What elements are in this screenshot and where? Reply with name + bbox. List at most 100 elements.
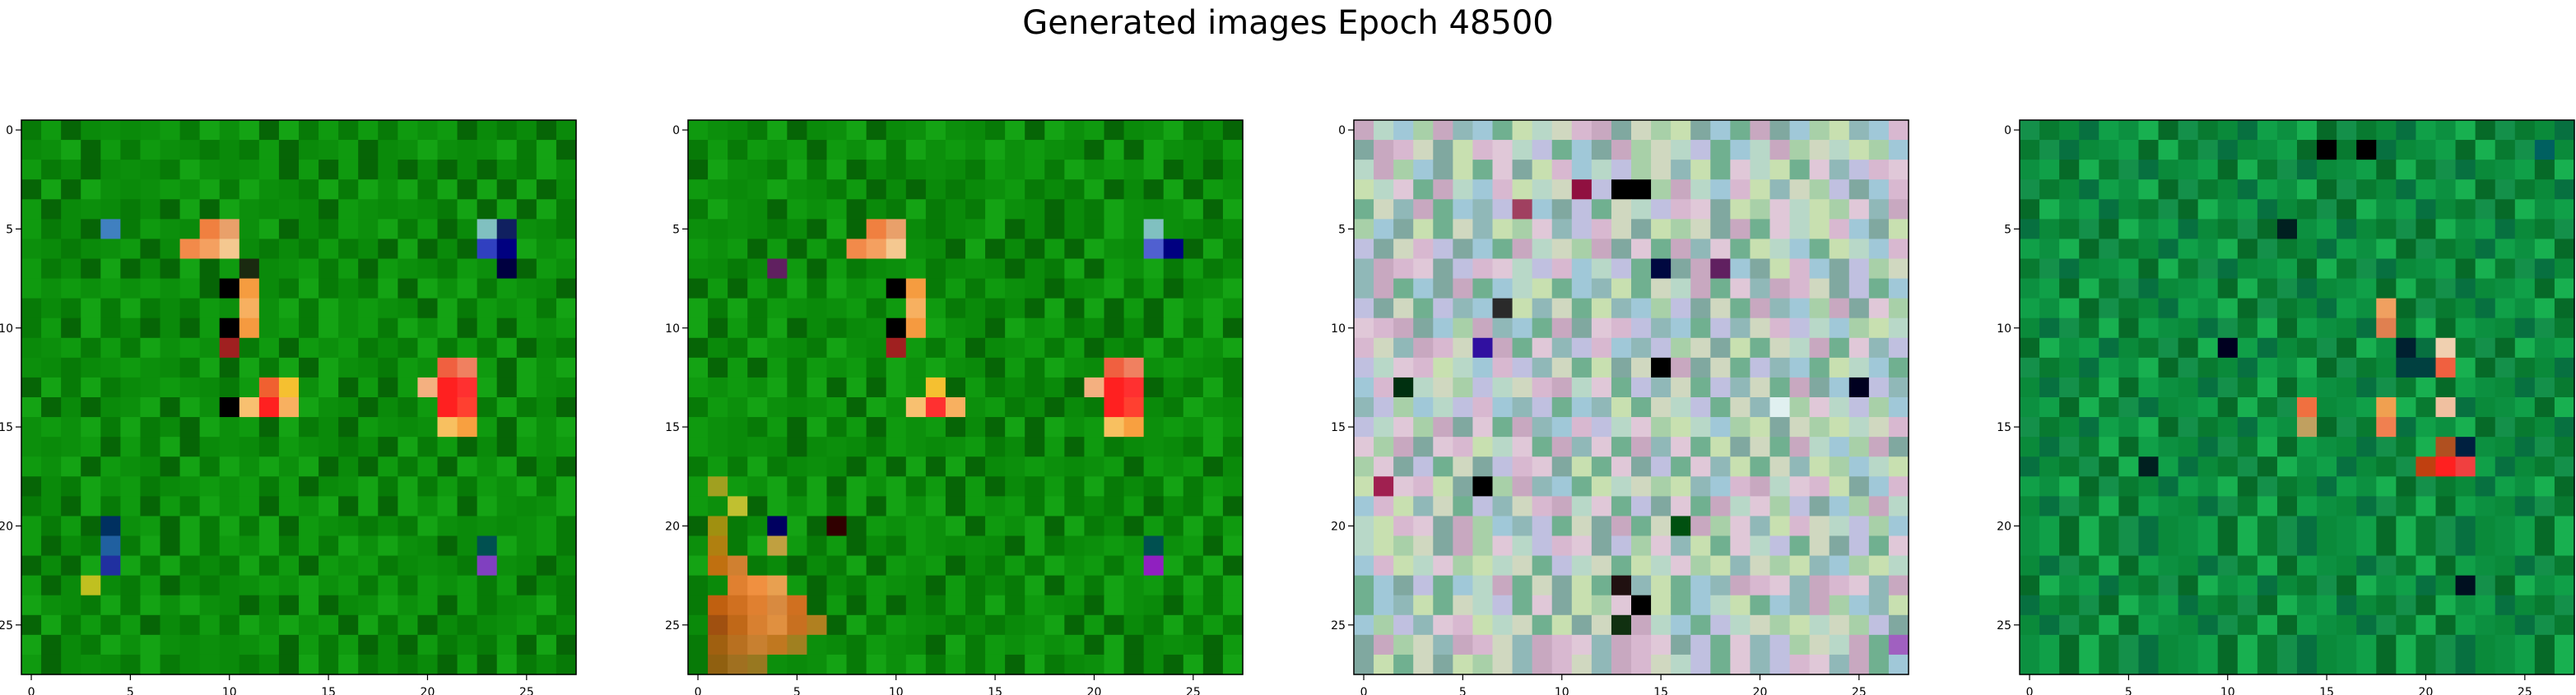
- pixel-cell: [1532, 595, 1553, 616]
- pixel-cell: [1163, 377, 1184, 398]
- pixel-cell: [2514, 337, 2536, 359]
- pixel-cell: [2297, 555, 2318, 577]
- pixel-cell: [1202, 575, 1224, 596]
- pixel-cell: [2178, 258, 2199, 280]
- pixel-cell: [1671, 357, 1691, 378]
- pixel-cell: [81, 456, 101, 477]
- pixel-cell: [965, 654, 986, 675]
- pixel-cell: [747, 160, 768, 180]
- pixel-cell: [2554, 634, 2575, 656]
- pixel-cell: [2356, 377, 2377, 398]
- pixel-cell: [258, 575, 280, 596]
- pixel-cell: [1611, 120, 1632, 141]
- pixel-cell: [826, 555, 848, 577]
- pixel-cell: [258, 437, 280, 457]
- pixel-cell: [299, 160, 319, 180]
- pixel-cell: [2138, 575, 2160, 596]
- pixel-cell: [2435, 654, 2457, 675]
- pixel-cell: [1084, 516, 1105, 537]
- pixel-cell: [1104, 140, 1125, 160]
- pixel-cell: [2514, 377, 2536, 398]
- pixel-cell: [688, 654, 709, 675]
- pixel-cell: [2475, 535, 2496, 557]
- pixel-cell: [2079, 120, 2099, 141]
- pixel-cell: [2118, 575, 2140, 596]
- pixel-cell: [477, 496, 498, 517]
- pixel-cell: [846, 377, 867, 398]
- pixel-cell: [457, 337, 478, 359]
- pixel-cell: [1631, 278, 1652, 299]
- pixel-cell: [1671, 377, 1691, 398]
- pixel-cell: [1143, 140, 1165, 160]
- pixel-cell: [41, 357, 62, 378]
- pixel-cell: [2197, 258, 2219, 280]
- pixel-cell: [1809, 140, 1830, 160]
- pixel-cell: [140, 199, 161, 220]
- pixel-cell: [2197, 160, 2219, 180]
- pixel-cell: [708, 140, 728, 160]
- pixel-cell: [1829, 278, 1850, 299]
- pixel-cell: [496, 160, 518, 180]
- pixel-cell: [945, 337, 966, 359]
- pixel-cell: [925, 437, 946, 457]
- pixel-cell: [258, 120, 280, 141]
- pixel-cell: [866, 437, 887, 457]
- pixel-cell: [708, 397, 728, 418]
- pixel-cell: [1222, 535, 1244, 557]
- pixel-cell: [905, 575, 927, 596]
- pixel-cell: [2079, 397, 2099, 418]
- pixel-cell: [1104, 516, 1125, 537]
- pixel-cell: [1750, 397, 1771, 418]
- pixel-cell: [1789, 397, 1811, 418]
- pixel-cell: [179, 199, 201, 220]
- pixel-cell: [457, 120, 478, 141]
- pixel-cell: [2317, 437, 2337, 457]
- pixel-cell: [2376, 278, 2397, 299]
- pixel-cell: [2435, 437, 2457, 457]
- pixel-cell: [886, 120, 907, 141]
- pixel-cell: [1492, 614, 1514, 636]
- pixel-cell: [61, 219, 81, 240]
- pixel-cell: [1123, 357, 1145, 378]
- pixel-cell: [708, 239, 728, 260]
- pixel-cell: [1888, 278, 1909, 299]
- pixel-cell: [199, 317, 221, 339]
- pixel-cell: [846, 160, 867, 180]
- pixel-cell: [1222, 140, 1244, 160]
- pixel-cell: [2554, 516, 2575, 537]
- pixel-cell: [1143, 258, 1165, 280]
- pixel-cell: [1848, 239, 1870, 260]
- pixel-cell: [1750, 496, 1771, 517]
- y-tick-label: 15: [0, 421, 13, 434]
- pixel-cell: [2337, 199, 2357, 220]
- pixel-cell: [1591, 634, 1612, 656]
- pixel-cell: [2099, 535, 2119, 557]
- pixel-cell: [258, 397, 280, 418]
- pixel-cell: [2435, 357, 2457, 378]
- pixel-cell: [2197, 516, 2219, 537]
- pixel-cell: [866, 496, 887, 517]
- pixel-cell: [1143, 595, 1165, 616]
- pixel-cell: [1025, 456, 1045, 477]
- pixel-cell: [866, 555, 887, 577]
- pixel-cell: [2276, 199, 2298, 220]
- pixel-cell: [457, 160, 478, 180]
- pixel-cell: [2158, 417, 2179, 438]
- pixel-cell: [807, 575, 828, 596]
- pixel-cell: [179, 555, 201, 577]
- pixel-cell: [1044, 417, 1065, 438]
- pixel-cell: [258, 140, 280, 160]
- pixel-cell: [1453, 476, 1474, 497]
- pixel-cell: [2495, 258, 2516, 280]
- pixel-cell: [787, 516, 808, 537]
- pixel-cell: [2495, 614, 2516, 636]
- axes-frame: [687, 119, 1244, 675]
- pixel-cell: [1413, 397, 1434, 418]
- pixel-cell: [1789, 634, 1811, 656]
- pixel-cell: [2514, 219, 2536, 240]
- pixel-cell: [2337, 575, 2357, 596]
- pixel-cell: [1512, 219, 1533, 240]
- pixel-cell: [2495, 417, 2516, 438]
- pixel-cell: [41, 555, 62, 577]
- pixel-cell: [219, 535, 240, 557]
